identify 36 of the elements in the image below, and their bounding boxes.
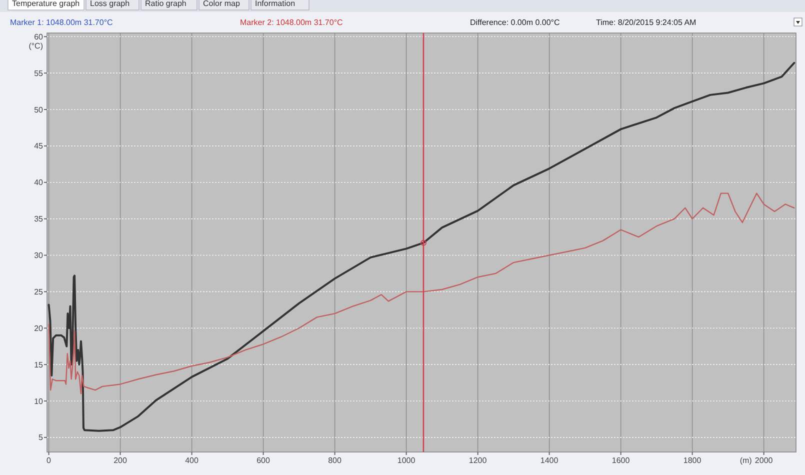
y-tick-label: 15	[34, 360, 44, 370]
x-tick-label: 600	[256, 456, 271, 465]
y-tick-label: 55	[34, 68, 44, 78]
x-tick-label: 200	[114, 456, 128, 465]
y-tick-label: 35	[34, 214, 44, 224]
line-series	[48, 62, 796, 432]
text: Ratio graph	[145, 0, 186, 8]
y-tick-label: 60	[34, 32, 44, 42]
y-tick-label: 5	[38, 433, 44, 442]
text: Time: 8/20/2015 9:24:05 AM	[596, 18, 697, 27]
y-tick-label: 30	[34, 251, 44, 260]
text: Color map	[203, 0, 240, 8]
text: Marker 2: 1048.00m 31.70°C	[240, 18, 344, 27]
x-tick-label: 0	[46, 456, 52, 465]
text: Difference: 0.00m 0.00°C	[470, 18, 560, 27]
x-tick-label: 2000	[754, 456, 774, 465]
text: Marker 1: 1048.00m 31.70°C	[10, 18, 114, 27]
x-tick-label: 1600	[612, 456, 630, 465]
line-series	[48, 192, 795, 394]
y-tick-label: 45	[34, 142, 44, 151]
y-tick-label: 40	[34, 178, 44, 188]
x-tick-label: 400	[185, 456, 200, 465]
text: Loss graph	[90, 0, 130, 8]
text: Temperature graph	[12, 0, 80, 8]
text: Information	[255, 0, 296, 8]
y-axis-title: (°C)	[28, 42, 44, 51]
x-tick-label: 1400	[540, 456, 559, 465]
x-tick-label: 1200	[468, 456, 488, 465]
x-tick-label: 1800	[683, 456, 702, 465]
x-axis-title: (m)	[740, 456, 752, 465]
x-tick-label: 800	[328, 456, 342, 465]
y-tick-label: 50	[34, 105, 44, 114]
y-tick-label: 25	[34, 287, 44, 296]
y-tick-label: 20	[34, 324, 44, 333]
x-tick-label: 1000	[397, 456, 416, 465]
y-tick-label: 10	[34, 396, 44, 406]
